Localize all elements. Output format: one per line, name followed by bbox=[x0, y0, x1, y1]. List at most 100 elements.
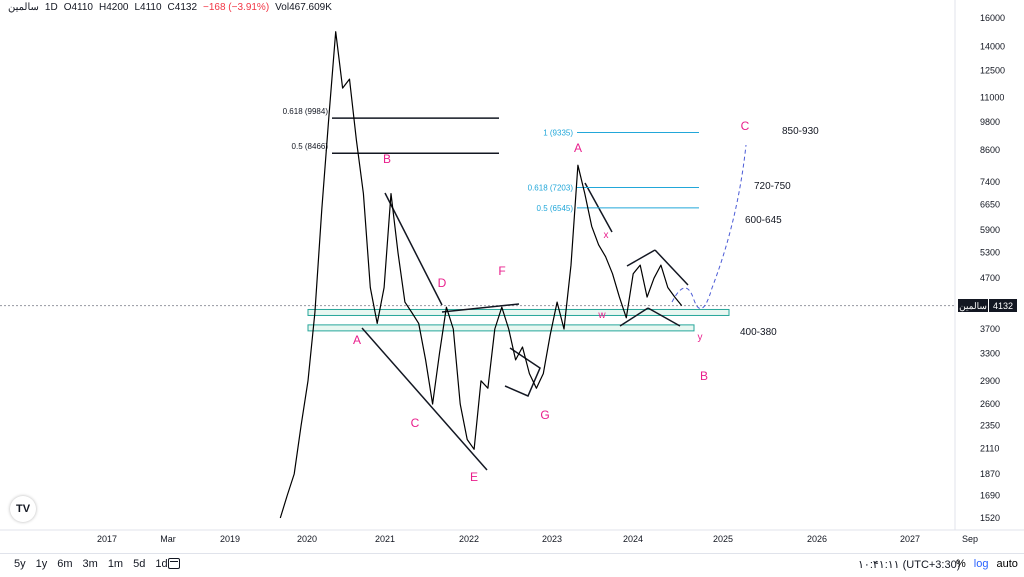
range-5d[interactable]: 5d bbox=[133, 558, 146, 570]
close-value: C4132 bbox=[167, 1, 197, 13]
x-tick-label: 2024 bbox=[623, 534, 643, 544]
x-tick-label: 2019 bbox=[220, 534, 240, 544]
current-price-marker: سالمین 4132 bbox=[958, 299, 1017, 312]
change-value: −168 (−3.91%) bbox=[203, 1, 270, 13]
log-toggle[interactable]: log bbox=[973, 558, 989, 570]
wedge-right bbox=[654, 249, 689, 286]
legend-header[interactable]: سالمین 1D O4110 H4200 L4110 C4132 −168 (… bbox=[8, 0, 332, 14]
support-zones bbox=[307, 308, 730, 332]
fib-right-label: 0.618 (7203) bbox=[528, 184, 574, 193]
fib-left-label: 0.5 (8466) bbox=[292, 142, 329, 151]
y-tick-label: 4700 bbox=[980, 273, 1000, 283]
range-1d[interactable]: 1d bbox=[155, 558, 168, 570]
y-tick-label: 8600 bbox=[980, 145, 1000, 155]
y-tick-label: 2600 bbox=[980, 399, 1000, 409]
range-3m[interactable]: 3m bbox=[82, 558, 98, 570]
y-tick-label: 3700 bbox=[980, 324, 1000, 334]
bottom-toolbar: 5y 1y 6m 3m 1m 5d 1d ۱۰:۴۱:۱۱ (UTC+3:30)… bbox=[0, 553, 1024, 577]
range-5y[interactable]: 5y bbox=[14, 558, 26, 570]
x-tick-label: 2025 bbox=[713, 534, 733, 544]
trendline-d-to-e bbox=[361, 327, 488, 471]
wave-label: D bbox=[438, 276, 447, 290]
y-tick-label: 2350 bbox=[980, 420, 1000, 430]
wave-label: B bbox=[383, 152, 391, 166]
fib-right-label: 1 (9335) bbox=[543, 128, 573, 137]
tradingview-logo-icon: TV bbox=[10, 496, 36, 522]
auto-toggle[interactable]: auto bbox=[996, 558, 1018, 570]
range-6m[interactable]: 6m bbox=[57, 558, 73, 570]
x-tick-label: 2021 bbox=[375, 534, 395, 544]
time-axis[interactable]: 2017 Mar 2019 2020 2021 2022 2023 2024 2025 2026 2… bbox=[97, 534, 978, 544]
price-series-line bbox=[279, 31, 683, 519]
x-tick-label: 2027 bbox=[900, 534, 920, 544]
y-tick-label: 16000 bbox=[980, 13, 1005, 23]
high-value: H4200 bbox=[98, 1, 129, 13]
wave-label: A bbox=[574, 141, 582, 155]
target-label: 400-380 bbox=[740, 327, 777, 338]
support-zone-band bbox=[307, 308, 730, 316]
wedge-bottom-right bbox=[647, 307, 681, 327]
wedge-bottom bbox=[619, 307, 649, 327]
wave-label: C bbox=[741, 119, 750, 133]
x-tick-label: 2026 bbox=[807, 534, 827, 544]
y-tick-label: 1520 bbox=[980, 513, 1000, 523]
range-1m[interactable]: 1m bbox=[107, 558, 124, 570]
trendline-d-to-f bbox=[441, 303, 520, 313]
wave-label: E bbox=[470, 470, 478, 484]
fib-left-label: 0.618 (9984) bbox=[283, 107, 329, 116]
wave-label: C bbox=[411, 416, 420, 430]
x-tick-label: 2020 bbox=[297, 534, 317, 544]
target-labels: 850-930 720-750 600-645 400-380 bbox=[740, 126, 819, 338]
y-tick-label: 7400 bbox=[980, 177, 1000, 187]
y-tick-label: 1690 bbox=[980, 490, 1000, 500]
y-tick-label: 11000 bbox=[980, 93, 1004, 103]
x-tick-label: 2017 bbox=[97, 534, 117, 544]
price-axis[interactable]: 1520 1690 1870 2110 2350 2600 2900 3300 3700 4700… bbox=[980, 13, 1005, 523]
volume-value: Vol467.609K bbox=[275, 1, 332, 13]
calendar-icon[interactable] bbox=[168, 558, 180, 569]
target-label: 600-645 bbox=[745, 215, 782, 226]
triangle-g bbox=[504, 347, 541, 397]
y-tick-label: 2110 bbox=[980, 443, 999, 453]
y-tick-label: 6650 bbox=[980, 199, 1000, 209]
timeframe: 1D bbox=[44, 1, 58, 13]
wave-label: x bbox=[604, 230, 609, 241]
trendlines bbox=[361, 144, 747, 471]
y-tick-label: 9800 bbox=[980, 117, 1000, 127]
target-label: 720-750 bbox=[754, 181, 791, 192]
fib-right-label: 0.5 (6545) bbox=[537, 204, 574, 213]
percent-toggle[interactable]: % bbox=[956, 558, 966, 570]
target-label: 850-930 bbox=[782, 126, 819, 137]
projected-path bbox=[671, 144, 747, 310]
y-tick-label: 3300 bbox=[980, 348, 1000, 358]
y-tick-label: 12500 bbox=[980, 65, 1005, 75]
y-tick-label: 14000 bbox=[980, 41, 1005, 51]
wave-labels: A B C D E F G Ax w y B C bbox=[353, 119, 750, 484]
open-value: O4110 bbox=[63, 1, 93, 13]
range-1y[interactable]: 1y bbox=[35, 558, 48, 570]
wave-label: y bbox=[698, 332, 703, 343]
current-price-symbol: سالمین bbox=[959, 301, 987, 312]
scale-options: % log auto bbox=[956, 558, 1018, 570]
wedge-top bbox=[626, 249, 656, 267]
clock-timezone[interactable]: ۱۰:۴۱:۱۱ (UTC+3:30) bbox=[858, 559, 961, 571]
fibonacci-levels: 0.618 (9984) 0.5 (8466) 1 (9335) 0.618 (720… bbox=[283, 107, 699, 213]
y-tick-label: 5300 bbox=[980, 248, 1000, 258]
x-tick-label: 2023 bbox=[542, 534, 562, 544]
wave-label: A bbox=[353, 333, 361, 347]
y-tick-label: 1870 bbox=[980, 469, 1000, 479]
wave-label: B bbox=[700, 369, 708, 383]
x-tick-label: Sep bbox=[962, 534, 978, 544]
current-price-value: 4132 bbox=[993, 301, 1013, 311]
wave-label: F bbox=[498, 264, 505, 278]
range-selector: 5y 1y 6m 3m 1m 5d 1d bbox=[14, 558, 168, 570]
trendline-b-to-d bbox=[384, 192, 443, 306]
low-value: L4110 bbox=[134, 1, 162, 13]
y-tick-label: 2900 bbox=[980, 376, 1000, 386]
x-tick-label: Mar bbox=[160, 534, 176, 544]
x-tick-label: 2022 bbox=[459, 534, 479, 544]
support-zone-band bbox=[307, 324, 695, 332]
wave-label: G bbox=[540, 408, 549, 422]
wave-label: w bbox=[597, 310, 606, 321]
